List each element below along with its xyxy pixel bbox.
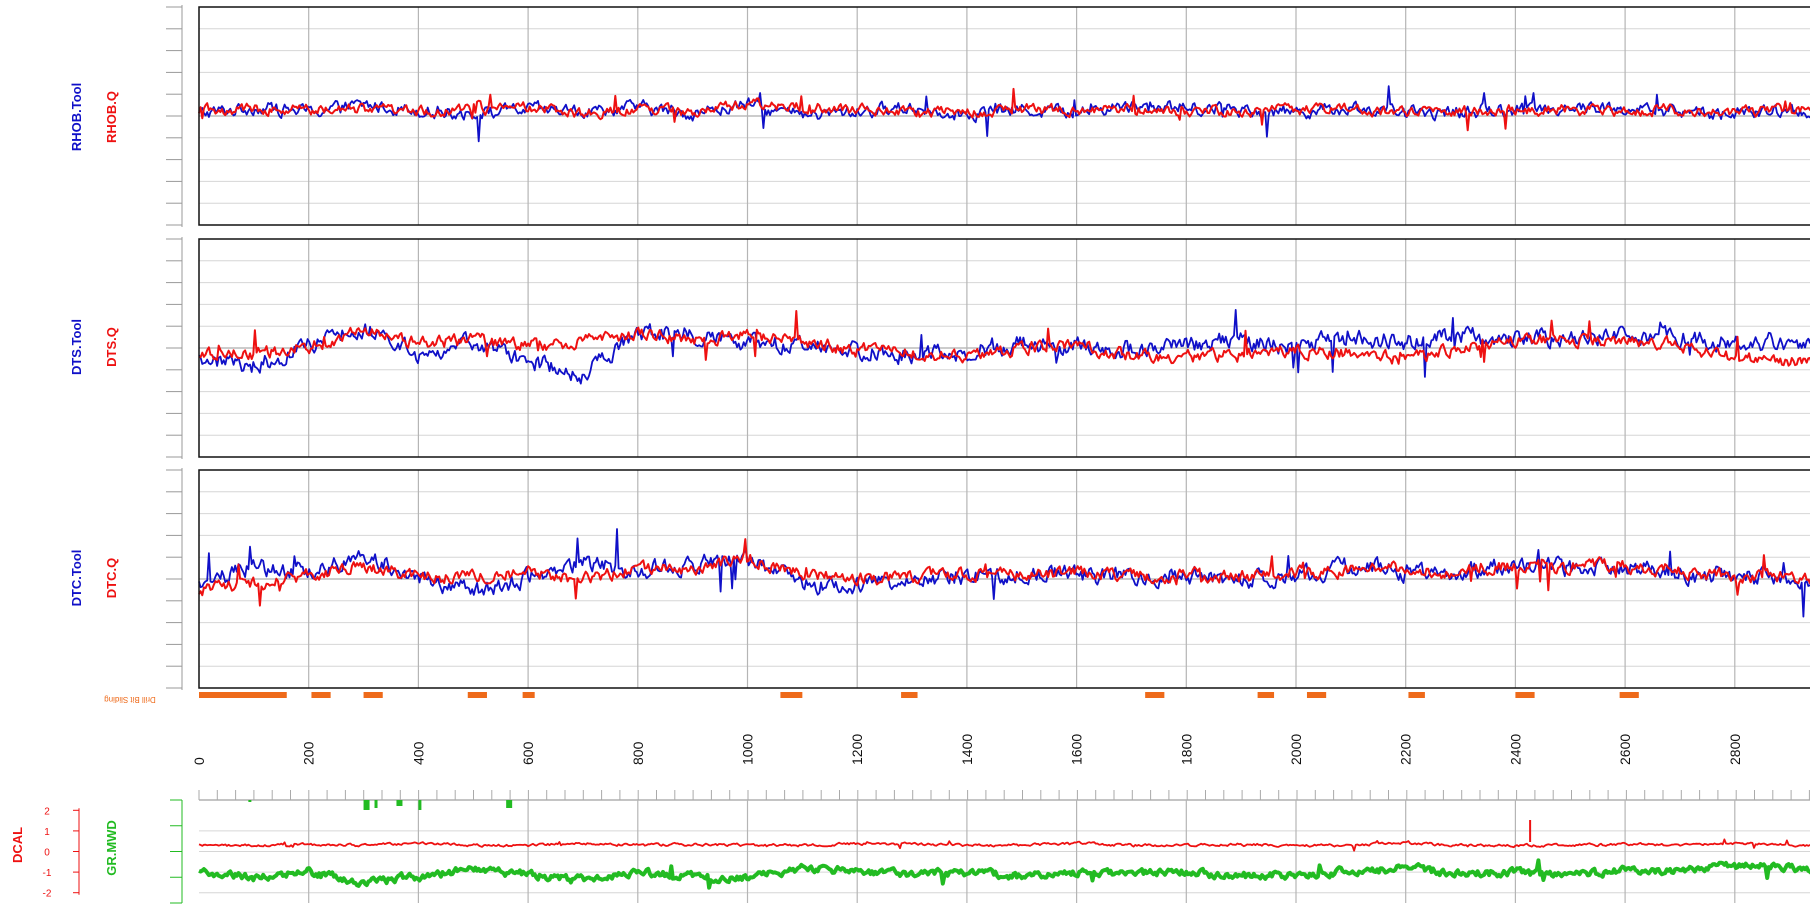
gr-spike <box>363 800 370 810</box>
sliding-interval <box>1257 692 1275 698</box>
gr-spike <box>374 800 378 808</box>
panel-frame-rhob <box>198 6 1810 226</box>
sliding-interval <box>1515 692 1535 698</box>
depth-tick-label: 2800 <box>1727 734 1743 765</box>
dtc-q-label: DTC.Q <box>104 558 119 598</box>
grid-layer: 0 200 400 600 800 1000 1200 1400 1600 1800 2000 220… <box>43 5 1810 904</box>
depth-tick-label: 1200 <box>849 734 865 765</box>
curve-dts-q <box>198 310 1810 367</box>
depth-tick-label: 1600 <box>1069 734 1085 765</box>
dtc-tool-label: DTC.Tool <box>69 550 84 607</box>
sliding-interval <box>1619 692 1639 698</box>
sliding-interval <box>199 692 287 698</box>
gr-mwd-label: GR.MWD <box>104 820 119 876</box>
sliding-interval <box>467 692 487 698</box>
depth-tick-label: 1400 <box>959 734 975 765</box>
dts-tool-label: DTS.Tool <box>69 319 84 375</box>
dcal-tick-label: 1 <box>44 827 50 838</box>
curve-rhob-q <box>198 87 1810 132</box>
depth-tick-label: 2200 <box>1398 734 1414 765</box>
depth-tick-label: 600 <box>520 741 536 765</box>
dcal-tick-label: -1 <box>43 868 52 879</box>
dcal-label: DCAL <box>10 827 25 863</box>
depth-tick-label: 1800 <box>1178 734 1194 765</box>
rhob-q-label: RHOB.Q <box>104 91 119 143</box>
dts-q-label: DTS.Q <box>104 327 119 367</box>
curve-dtc-tool <box>198 528 1810 618</box>
dcal-tick-label: -2 <box>43 889 52 900</box>
dcal-tick-label: 2 <box>44 806 50 817</box>
depth-tick-label: 200 <box>301 741 317 765</box>
sliding-interval <box>311 692 331 698</box>
sliding-interval <box>901 692 918 698</box>
gr-spike <box>248 800 252 802</box>
depth-tick-label: 2600 <box>1617 734 1633 765</box>
gr-spike <box>506 800 513 808</box>
depth-tick-label: 1000 <box>740 734 756 765</box>
frame-layer <box>198 6 1810 689</box>
panel-frame-dts <box>198 238 1810 458</box>
sliding-interval <box>1306 692 1327 698</box>
depth-tick-label: 800 <box>630 741 646 765</box>
curve-gr-mwd <box>198 858 1810 890</box>
curve-rhob-tool <box>198 85 1810 143</box>
sliding-interval <box>1145 692 1165 698</box>
depth-tick-label: 2000 <box>1288 734 1304 765</box>
gr-spike <box>396 800 403 806</box>
panel-frame-dtc <box>198 469 1810 689</box>
curve-dcal <box>198 838 1810 852</box>
depth-tick-label: 0 <box>191 757 207 765</box>
rhob-tool-label: RHOB.Tool <box>69 83 84 151</box>
curve-layer <box>198 85 1810 890</box>
sliding-interval <box>522 692 535 698</box>
depth-tick-label: 2400 <box>1507 734 1523 765</box>
sliding-interval <box>780 692 803 698</box>
curve-dts-tool <box>198 308 1810 385</box>
gr-spike <box>418 800 422 810</box>
sliding-label: Drill Bit Sliding <box>104 695 156 704</box>
dcal-tick-label: 0 <box>44 848 50 859</box>
sliding-interval <box>1408 692 1425 698</box>
dcal-spike <box>1529 820 1532 842</box>
depth-tick-label: 400 <box>410 741 426 765</box>
curve-dtc-q <box>198 538 1810 607</box>
sliding-interval <box>363 692 383 698</box>
